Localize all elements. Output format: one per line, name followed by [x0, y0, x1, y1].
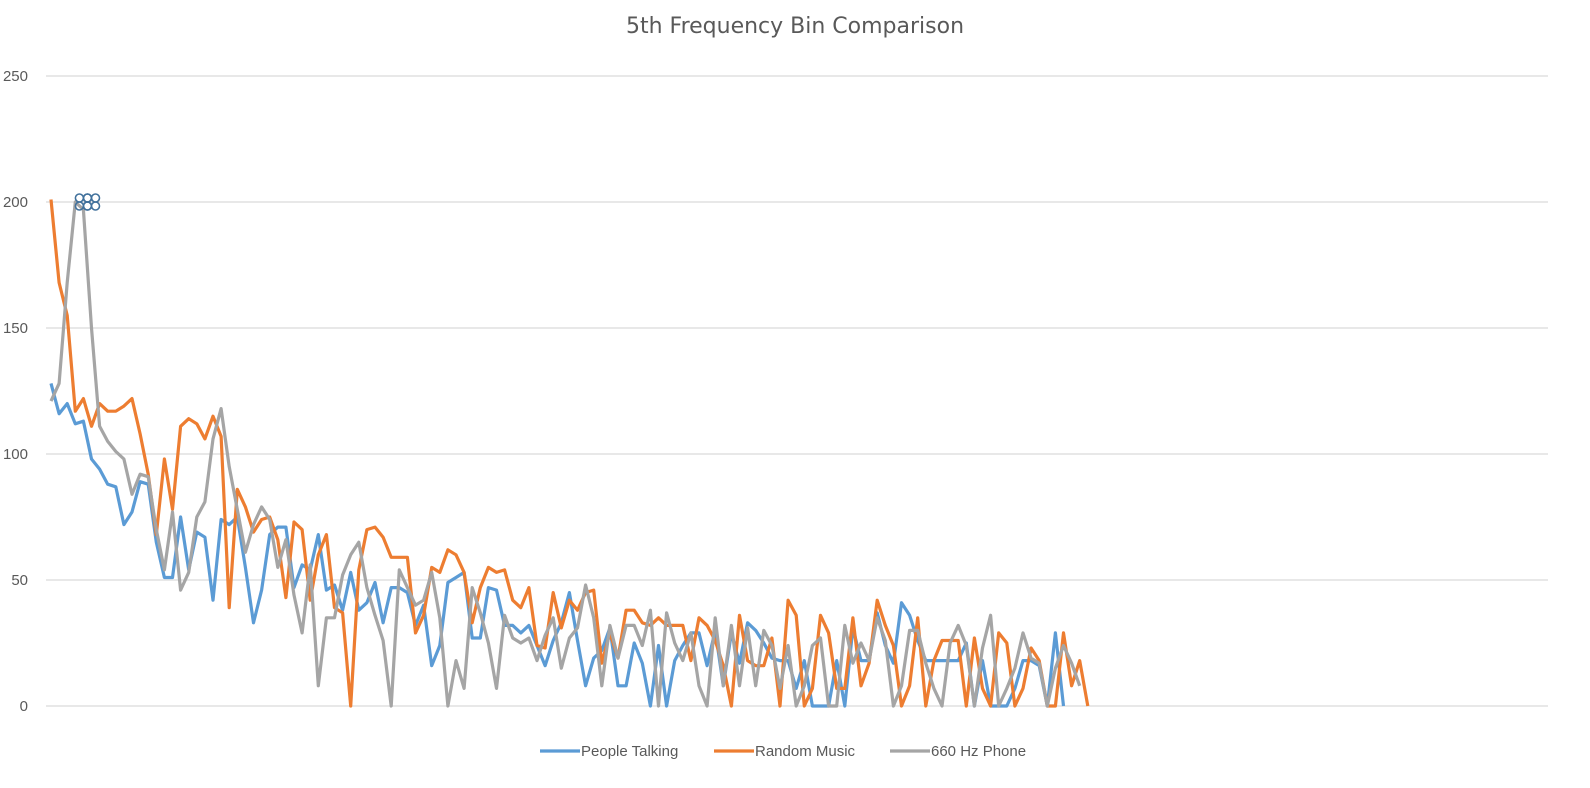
legend: People Talking Random Music 660 Hz Phone: [540, 743, 1026, 760]
legend-label: Random Music: [755, 743, 856, 760]
legend-label: 660 Hz Phone: [931, 743, 1026, 760]
series-line-2: [49, 200, 1082, 708]
chart-title: 5th Frequency Bin Comparison: [625, 14, 965, 39]
grid-lines: [46, 75, 1548, 707]
y-tick-label: 0: [20, 698, 28, 715]
series-line-1: [49, 199, 1090, 708]
y-tick-label: 50: [11, 572, 28, 589]
series-lines: [49, 199, 1090, 708]
y-axis-ticks: 0 50 100 150 200 250: [3, 68, 28, 715]
series-marker: [82, 193, 101, 211]
y-tick-label: 150: [3, 320, 28, 337]
series-markers: [74, 193, 101, 211]
y-tick-label: 250: [3, 68, 28, 85]
legend-label: People Talking: [581, 743, 678, 760]
y-tick-label: 200: [3, 194, 28, 211]
y-tick-label: 100: [3, 446, 28, 463]
